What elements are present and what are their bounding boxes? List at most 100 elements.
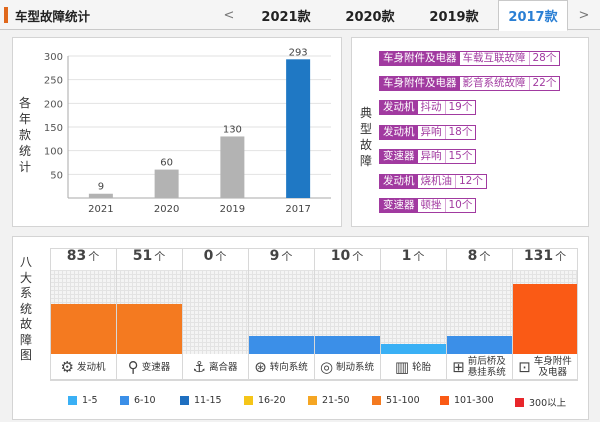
legend-label: 1-5 <box>82 395 98 406</box>
legend-item: 11-15 <box>180 395 222 406</box>
system-count-value: 9 <box>269 248 280 264</box>
y-tick-label: 300 <box>44 52 63 63</box>
bar-2021 <box>88 193 113 198</box>
system-count-value: 1 <box>401 248 412 264</box>
fault-system-tag: 变速器 <box>380 199 418 212</box>
x-tick-label: 2020 <box>154 204 179 215</box>
fault-item[interactable]: 变速器 顿挫 10个 <box>379 198 477 213</box>
title-accent-bar <box>4 7 8 23</box>
side-char: 典 <box>360 106 373 120</box>
system-count: 83 个 <box>50 248 116 270</box>
bar-2017 <box>286 59 311 199</box>
side-char: 计 <box>19 160 32 174</box>
tab-2021[interactable]: 2021款 <box>261 9 311 25</box>
system-name: 变速器 <box>141 361 171 373</box>
system-category[interactable]: ⊛ 转向系统 <box>248 354 314 380</box>
tire-icon: ▥ <box>394 357 410 376</box>
fault-item[interactable]: 变速器 异响 15个 <box>379 149 477 164</box>
system-count: 131 个 <box>512 248 578 270</box>
fault-count: 15个 <box>445 150 476 163</box>
tab-2019[interactable]: 2019款 <box>429 9 479 25</box>
fault-desc: 车载互联故障 <box>459 52 530 65</box>
system-category[interactable]: ⚙ 发动机 <box>50 354 116 380</box>
fault-system-tag: 发动机 <box>380 125 418 139</box>
side-char: 各 <box>19 96 32 110</box>
fault-count: 19个 <box>445 101 476 114</box>
system-bar-fill <box>512 284 578 354</box>
column-divider <box>248 248 249 380</box>
engine-icon: ⚙ <box>60 357 74 376</box>
fault-desc: 异响 <box>417 125 446 139</box>
side-char: 障 <box>360 154 373 168</box>
fault-item[interactable]: 车身附件及电器 影音系统故障 22个 <box>379 75 561 91</box>
system-count-value: 51 <box>132 248 153 264</box>
system-category[interactable]: ⚓ 离合器 <box>182 354 248 380</box>
system-category[interactable]: ▥ 轮胎 <box>380 354 446 380</box>
system-name: 前后桥及 悬挂系统 <box>467 356 506 378</box>
system-bar-area[interactable] <box>248 270 314 354</box>
system-count-unit: 个 <box>154 250 166 263</box>
column-divider <box>116 248 117 380</box>
prev-arrow-button[interactable]: < <box>223 7 235 23</box>
fault-count: 10个 <box>445 199 476 212</box>
side-char: 统 <box>20 301 33 316</box>
system-bar-area[interactable] <box>314 270 380 354</box>
y-tick-label: 200 <box>44 99 63 110</box>
side-char: 年 <box>19 112 32 126</box>
y-tick-label: 150 <box>44 123 63 134</box>
fault-system-tag: 变速器 <box>380 150 418 163</box>
system-count-unit: 个 <box>352 250 364 263</box>
data-label: 130 <box>223 124 242 135</box>
legend-swatch <box>120 396 129 405</box>
suspension-icon: ⊞ <box>452 357 465 376</box>
tab-2020[interactable]: 2020款 <box>345 9 395 25</box>
fault-system-tag: 发动机 <box>380 174 418 188</box>
side-char: 障 <box>20 332 33 347</box>
side-char: 图 <box>20 348 33 362</box>
fault-item[interactable]: 发动机 抖动 19个 <box>379 100 477 115</box>
fault-system-tag: 车身附件及电器 <box>380 52 460 65</box>
system-count: 10 个 <box>314 248 380 270</box>
tab-2017[interactable]: 2017款 <box>498 0 568 31</box>
system-category[interactable]: ◎ 制动系统 <box>314 354 380 380</box>
fault-item[interactable]: 发动机 异响 18个 <box>379 124 477 140</box>
fault-count: 18个 <box>445 125 476 139</box>
next-arrow-button[interactable]: > <box>578 7 590 23</box>
system-count-unit: 个 <box>413 250 425 263</box>
system-category[interactable]: ⊞ 前后桥及 悬挂系统 <box>446 354 512 380</box>
grid-bottom-line <box>50 380 578 381</box>
system-count-value: 8 <box>467 248 478 264</box>
system-bar-area[interactable] <box>512 270 578 354</box>
legend-swatch <box>244 396 253 405</box>
fault-item[interactable]: 发动机 烧机油 12个 <box>379 173 487 189</box>
brake-disc-icon: ◎ <box>319 357 334 376</box>
system-bar-area[interactable] <box>380 270 446 354</box>
side-char: 大 <box>20 270 33 285</box>
header-bar: 车型故障统计 < 2021款 2020款 2019款 2017款 > <box>0 0 600 31</box>
system-category[interactable]: ⊡ 车身附件 及电器 <box>512 354 578 380</box>
legend-item: 16-20 <box>244 395 286 406</box>
bar-2019 <box>220 136 245 198</box>
legend-item: 101-300 <box>440 395 494 406</box>
system-bar-area[interactable] <box>50 270 116 354</box>
fault-item[interactable]: 车身附件及电器 车载互联故障 28个 <box>379 51 561 66</box>
legend-item: 300以上 <box>515 395 566 409</box>
system-category[interactable]: ⚲ 变速器 <box>116 354 182 380</box>
side-char: 型 <box>360 122 373 136</box>
yearly-stats-panel: 各 年 款 统 计 50 100 150 200 250 300 9 2021 60 2020 13… <box>12 37 342 227</box>
system-count-unit: 个 <box>555 250 567 263</box>
legend-label: 21-50 <box>322 395 350 406</box>
system-count-value: 131 <box>523 248 554 264</box>
system-bar-area[interactable] <box>182 270 248 354</box>
column-divider <box>314 248 315 380</box>
system-count-value: 83 <box>66 248 87 264</box>
system-bar-fill <box>446 335 512 354</box>
system-count-unit: 个 <box>479 250 491 263</box>
legend-label: 6-10 <box>134 395 156 406</box>
fault-desc: 抖动 <box>417 101 446 114</box>
system-name: 车身附件 及电器 <box>533 356 572 378</box>
system-bar-area[interactable] <box>446 270 512 354</box>
system-bar-area[interactable] <box>116 270 182 354</box>
